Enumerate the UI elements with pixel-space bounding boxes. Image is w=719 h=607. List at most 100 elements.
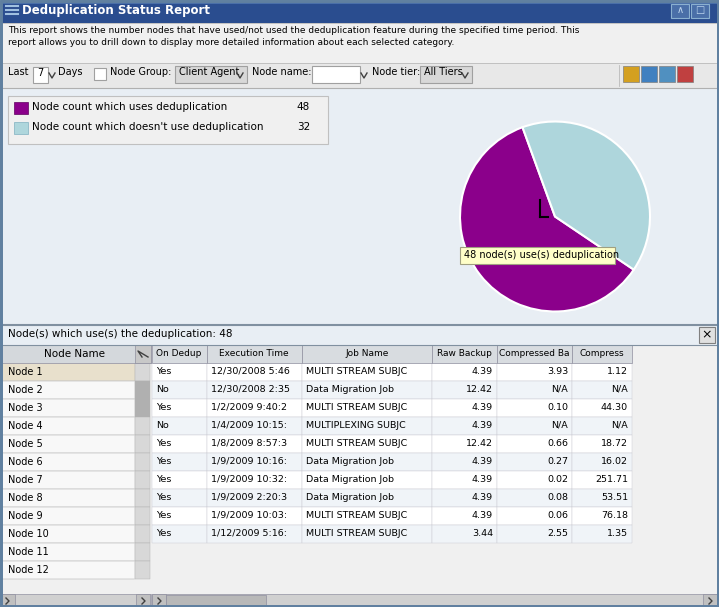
Bar [135,381,150,417]
Text: 1/8/2009 8:57:3: 1/8/2009 8:57:3 [211,439,287,448]
Bar [302,489,432,507]
Text: 4.39: 4.39 [472,475,493,484]
Bar [152,345,207,363]
Text: Data Migration Job: Data Migration Job [306,385,394,394]
Bar [152,594,166,606]
Bar [152,471,207,489]
Text: Yes: Yes [156,403,171,412]
Bar [432,345,497,363]
Bar [302,399,432,417]
Bar [1,63,718,88]
Bar [1,594,15,606]
Bar [432,453,497,471]
Bar [135,543,150,561]
Text: 44.30: 44.30 [601,403,628,412]
Bar [432,399,497,417]
Text: 16.02: 16.02 [601,457,628,466]
Bar [135,507,150,525]
Bar [135,489,150,507]
Bar [1,88,718,325]
Bar [671,4,689,18]
Bar [691,4,709,18]
Text: ×: × [702,328,713,341]
Bar [1,363,135,381]
Text: Last: Last [8,67,29,77]
Bar [135,417,150,435]
Text: Compressed Ba: Compressed Ba [499,349,569,358]
Bar [497,417,572,435]
Text: Deduplication Status Report: Deduplication Status Report [22,4,210,17]
Bar [572,417,632,435]
Bar [497,471,572,489]
Bar [302,507,432,525]
Bar [135,381,150,399]
Bar [135,561,150,579]
Text: Data Migration Job: Data Migration Job [306,457,394,466]
Bar [1,399,135,417]
Text: 12.42: 12.42 [466,385,493,394]
Text: 48 node(s) use(s) deduplication: 48 node(s) use(s) deduplication [464,249,619,260]
Text: Node 9: Node 9 [8,511,42,521]
Text: Node 1: Node 1 [8,367,42,377]
Bar [432,471,497,489]
Bar [432,525,497,543]
Bar [1,381,135,399]
Bar [8,96,328,144]
Bar [1,325,718,345]
Text: Node count which doesn't use deduplication: Node count which doesn't use deduplicati… [32,122,263,132]
Text: Node 12: Node 12 [8,565,49,575]
Bar [135,453,150,471]
Bar [207,471,302,489]
Bar [432,363,497,381]
Text: 0.06: 0.06 [547,511,568,520]
Text: MULTIPLEXING SUBJC: MULTIPLEXING SUBJC [306,421,406,430]
Text: Node 7: Node 7 [8,475,42,485]
Bar [1,1,718,23]
Text: Node 2: Node 2 [8,385,42,395]
Bar [497,363,572,381]
Bar [302,345,432,363]
Text: MULTI STREAM SUBJC: MULTI STREAM SUBJC [306,403,407,412]
Text: 1/2/2009 9:40:2: 1/2/2009 9:40:2 [211,403,287,412]
Text: Node 8: Node 8 [8,493,42,503]
Bar [135,471,150,489]
Bar [572,507,632,525]
Bar [1,543,135,561]
Text: MULTI STREAM SUBJC: MULTI STREAM SUBJC [306,367,407,376]
Bar [207,525,302,543]
Bar [497,435,572,453]
Text: 4.39: 4.39 [472,511,493,520]
Text: 12/30/2008 2:35: 12/30/2008 2:35 [211,385,290,394]
Text: N/A: N/A [551,385,568,394]
Text: Yes: Yes [156,493,171,502]
Bar [14,122,28,134]
Text: 0.10: 0.10 [547,403,568,412]
Text: N/A: N/A [551,421,568,430]
Bar [136,594,150,606]
Bar [572,453,632,471]
Bar [1,1,718,4]
Bar [302,525,432,543]
Bar [1,23,718,63]
Text: Yes: Yes [156,475,171,484]
Bar [1,594,151,606]
Text: 32: 32 [297,122,310,132]
Bar [152,507,207,525]
Text: 7: 7 [37,68,43,78]
Bar [302,471,432,489]
Text: On Dedup: On Dedup [156,349,202,358]
Text: No: No [156,385,169,394]
Bar [497,525,572,543]
Text: Node 11: Node 11 [8,547,49,557]
Bar [207,381,302,399]
Bar [135,525,150,543]
Bar [302,381,432,399]
Text: MULTI STREAM SUBJC: MULTI STREAM SUBJC [306,511,407,520]
Bar [432,381,497,399]
Text: Execution Time: Execution Time [219,349,289,358]
Text: No: No [156,421,169,430]
Bar [302,453,432,471]
Text: 1/9/2009 2:20:3: 1/9/2009 2:20:3 [211,493,287,502]
Bar [420,66,472,83]
Bar [152,453,207,471]
